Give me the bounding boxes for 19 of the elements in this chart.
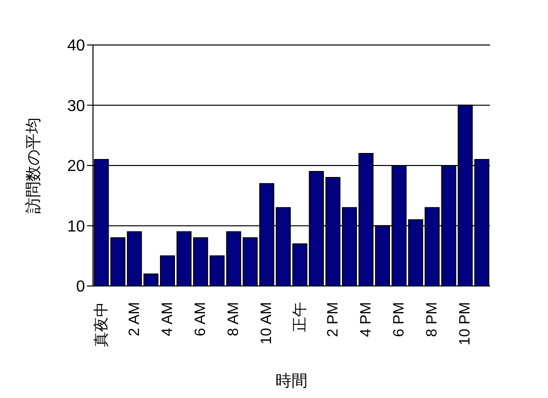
x-tick-label: 8 AM (225, 302, 242, 336)
y-tick-label: 10 (67, 218, 86, 236)
x-tick-label: 6 PM (390, 302, 408, 338)
y-tick-label: 20 (67, 158, 86, 176)
x-tick-label: 真夜中 (92, 302, 110, 347)
x-tick-label: 10 AM (258, 302, 276, 345)
x-tick-label: 4 AM (158, 302, 176, 336)
x-tick-label: 2 AM (126, 302, 143, 336)
y-tick-label: 40 (67, 38, 86, 55)
y-axis-title: 訪問数の平均 (24, 118, 43, 214)
y-tick-label: 30 (67, 98, 86, 115)
x-tick-label: 10 PM (456, 302, 474, 346)
y-tick-label: 0 (76, 278, 86, 296)
x-tick-label: 2 PM (324, 302, 342, 338)
x-tick-label: 6 AM (192, 302, 210, 336)
x-tick-label: 8 PM (424, 302, 441, 338)
x-axis-title: 時間 (276, 372, 308, 390)
x-tick-label: 4 PM (357, 302, 374, 338)
x-tick-label: 正午 (291, 302, 308, 332)
